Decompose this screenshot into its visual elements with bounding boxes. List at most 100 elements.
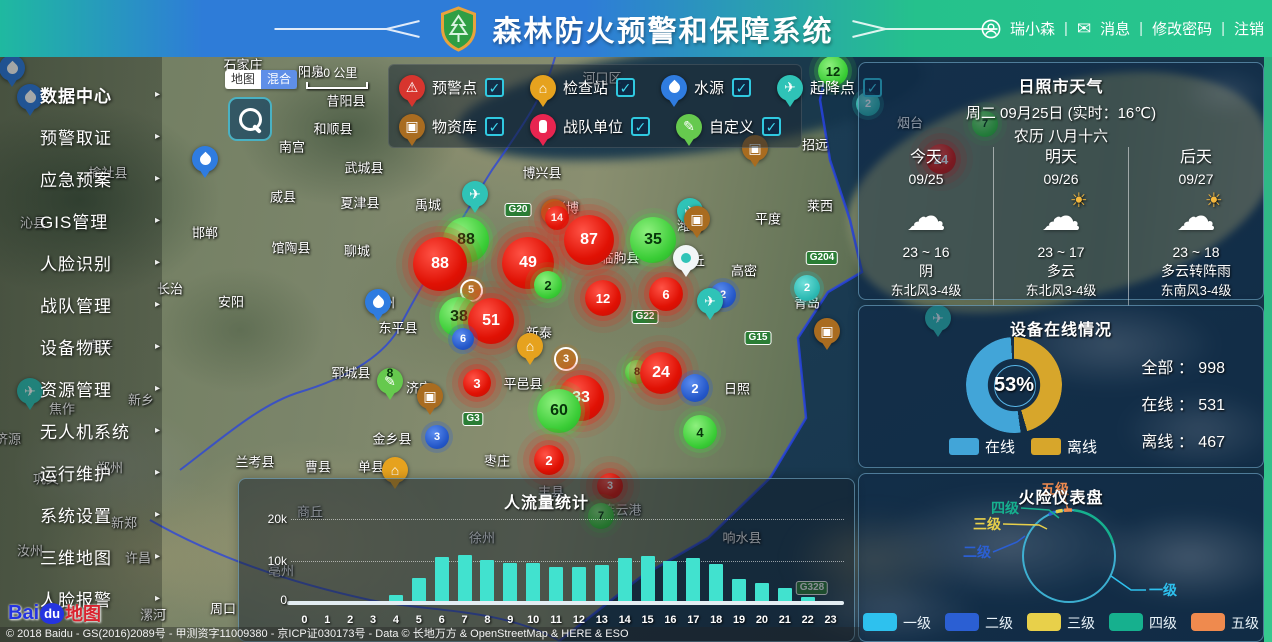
baidu-logo-suffix: 地图: [65, 604, 102, 624]
sidebar-item-6[interactable]: 设备物联 ▸: [0, 325, 162, 367]
alert-count-marker[interactable]: 2: [534, 445, 564, 475]
chevron-right-icon: ▸: [154, 340, 161, 352]
green-count-marker[interactable]: 4: [683, 415, 717, 449]
filter-checkbox[interactable]: ✓: [732, 78, 752, 97]
map-type-toggle[interactable]: 地图 混合: [225, 70, 298, 89]
alert-count-marker[interactable]: 88: [413, 237, 467, 291]
blue-count-marker[interactable]: 3: [425, 425, 449, 449]
y-tick-0: 0: [280, 593, 287, 607]
zoom-search-button[interactable]: [228, 97, 272, 141]
bar-column: [773, 517, 796, 601]
sidebar-item-7[interactable]: 资源管理 ▸: [0, 367, 162, 409]
location-pin-marker[interactable]: [673, 245, 699, 271]
warning-pin-icon: ⚠: [399, 74, 425, 101]
water-pin-marker[interactable]: [192, 146, 218, 172]
x-tick-label: 8: [484, 614, 491, 626]
filter-checkbox[interactable]: ✓: [485, 78, 505, 97]
sidebar-item-8[interactable]: 无人机系统 ▸: [0, 409, 162, 451]
legend-chip: [1027, 613, 1061, 631]
house-pin-icon: ⌂: [530, 74, 557, 101]
sidebar-item-label: 运行维护: [40, 464, 112, 484]
box-pin-marker[interactable]: ▣: [417, 383, 443, 409]
pencil-glyph: ✎: [683, 118, 695, 134]
alert-count-marker[interactable]: 14: [545, 206, 569, 230]
map-type-map-button[interactable]: 地图: [225, 70, 262, 89]
svg-text:一级: 一级: [1149, 582, 1178, 598]
green-count-marker[interactable]: 12: [818, 56, 848, 86]
bar-column: [636, 517, 659, 601]
plane-pin-marker[interactable]: ✈: [697, 288, 723, 314]
green-count-marker[interactable]: 88: [443, 217, 489, 263]
road-badge: G20: [504, 203, 532, 217]
green-count-marker[interactable]: 35: [630, 217, 676, 263]
map-type-hybrid-button[interactable]: 混合: [261, 70, 298, 89]
bar-hour-21: [777, 588, 792, 601]
x-tick-label: 14: [618, 614, 631, 626]
plane-pin-marker[interactable]: ✈: [925, 305, 951, 331]
map-place-label: 许昌: [125, 548, 151, 567]
filter-checkbox[interactable]: ✓: [762, 117, 782, 136]
filter-checkbox[interactable]: ✓: [631, 117, 651, 136]
alert-count-marker[interactable]: 3: [463, 369, 491, 397]
alert-count-marker[interactable]: 24: [926, 144, 956, 174]
bar-column: [339, 517, 362, 601]
alert-count-marker[interactable]: 51: [468, 298, 514, 344]
alert-count-marker[interactable]: 24: [640, 352, 682, 394]
cloud-icon: ☁: [1176, 195, 1216, 239]
change-password-button[interactable]: 修改密码: [1152, 21, 1213, 38]
page-title: 森林防火预警和保障系统: [492, 15, 834, 48]
username[interactable]: 瑞小森: [1009, 21, 1055, 38]
chevron-right-icon: ▸: [154, 382, 161, 394]
blue-count-marker[interactable]: 2: [681, 374, 709, 402]
bar-hour-19: [732, 579, 747, 601]
sidebar-item-9[interactable]: 运行维护 ▸: [0, 451, 162, 493]
chevron-right-icon: ▸: [154, 298, 161, 310]
map-place-label: 平度: [754, 211, 782, 227]
gridline-20k: [291, 519, 844, 520]
sidebar-item-11[interactable]: 三维地图 ▸: [0, 535, 162, 577]
water-pin-marker[interactable]: [17, 84, 43, 110]
sidebar-item-4[interactable]: 人脸识别 ▸: [0, 241, 162, 283]
alert-count-marker[interactable]: 6: [649, 277, 683, 311]
teal-count-marker[interactable]: 2: [794, 275, 820, 301]
map-place-label: 烟台: [896, 115, 924, 131]
pencil-pin-marker[interactable]: ✎ 8: [377, 366, 403, 394]
sidebar-item-10[interactable]: 系统设置 ▸: [0, 493, 162, 535]
plane-pin-marker[interactable]: ✈: [462, 181, 488, 207]
orange-count-marker[interactable]: 3: [554, 347, 578, 371]
water-drop-glyph: [370, 294, 386, 310]
logout-button[interactable]: 注销: [1233, 21, 1264, 38]
green-count-marker[interactable]: 7: [972, 111, 998, 137]
messages-button[interactable]: 消息: [1100, 21, 1131, 38]
blue-count-marker[interactable]: 6: [452, 328, 474, 350]
cloud-texture: [1090, 510, 1272, 605]
sidebar-item-label: 应急预案: [40, 170, 112, 190]
plane-pin-marker[interactable]: ✈: [17, 378, 43, 404]
filter-checkbox[interactable]: ✓: [863, 78, 883, 97]
sidebar-item-0[interactable]: 数据中心 ▸: [0, 73, 162, 115]
filter-label: 预警点: [432, 80, 478, 97]
green-count-marker[interactable]: 60: [537, 389, 581, 433]
house-pin-marker[interactable]: ⌂: [517, 333, 543, 359]
water-pin-marker[interactable]: [0, 55, 25, 81]
sidebar-item-2[interactable]: 应急预案 ▸: [0, 157, 162, 199]
filter-checkbox[interactable]: ✓: [616, 78, 636, 97]
box-pin-marker[interactable]: ▣: [684, 206, 710, 232]
page-edge-strip: [1264, 57, 1272, 642]
svg-text:二级: 二级: [963, 544, 992, 560]
box-pin-marker[interactable]: ▣: [814, 318, 840, 344]
water-pin-marker[interactable]: [365, 289, 391, 315]
sidebar-item-1[interactable]: 预警取证 ▸: [0, 115, 162, 157]
map-place-label: 东平县: [378, 320, 418, 336]
sidebar-item-5[interactable]: 战队管理 ▸: [0, 283, 162, 325]
map-filter-panel: ⚠ 预警点 ✓ ⌂ 检查站 ✓ 水源 ✓ ✈ 起降点 ✓ ▣ 物资库 ✓ 战队单位 ✓ ✎ 自定义 ✓: [388, 64, 883, 148]
map-place-label: 济源: [0, 429, 21, 448]
alert-count-marker[interactable]: 12: [585, 280, 621, 316]
map-place-label: 阳泉: [297, 64, 325, 80]
sidebar-item-3[interactable]: GIS管理 ▸: [0, 199, 162, 241]
filter-checkbox[interactable]: ✓: [485, 117, 505, 136]
x-tick-label: 4: [392, 614, 399, 626]
alert-count-marker[interactable]: 87: [564, 215, 614, 265]
fire-gauge-chart: 五级 四级 三级 二级 一级: [963, 481, 1178, 603]
green-count-marker[interactable]: 2: [534, 271, 562, 299]
